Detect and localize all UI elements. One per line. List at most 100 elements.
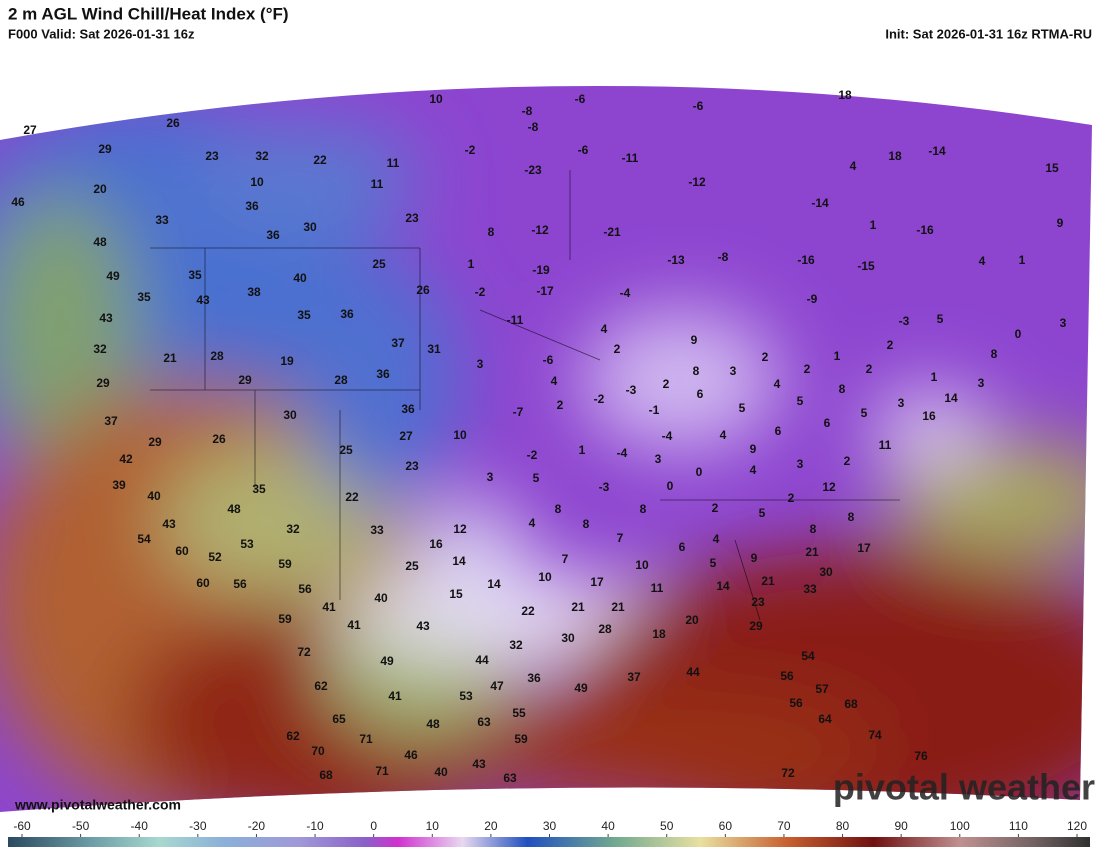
map-value-label: 25 [405, 559, 419, 573]
map-value-label: 47 [490, 679, 504, 693]
map-value-label: 18 [888, 149, 902, 163]
map-value-label: 56 [298, 582, 312, 596]
map-value-label: 26 [416, 283, 430, 297]
map-value-label: 55 [512, 706, 526, 720]
map-value-label: 22 [313, 153, 327, 167]
map-value-label: 40 [293, 271, 307, 285]
map-value-label: 72 [297, 645, 311, 659]
map-value-label: -6 [578, 143, 589, 157]
map-value-label: 12 [822, 480, 836, 494]
map-value-label: 23 [405, 211, 419, 225]
map-value-label: 18 [652, 627, 666, 641]
map-value-label: -8 [522, 104, 533, 118]
map-value-label: -2 [475, 285, 486, 299]
map-value-label: 71 [359, 732, 373, 746]
map-value-label: 60 [196, 576, 210, 590]
temperature-field [0, 85, 1092, 813]
colorbar-tick-label: 60 [719, 819, 733, 833]
map-value-label: 4 [720, 428, 727, 442]
map-value-label: 29 [148, 435, 162, 449]
map-value-label: 41 [322, 600, 336, 614]
map-value-label: 26 [166, 116, 180, 130]
map-value-label: 70 [311, 744, 325, 758]
map-value-label: 30 [561, 631, 575, 645]
map-value-label: 14 [487, 577, 501, 591]
colorbar-tick-label: 0 [370, 819, 377, 833]
map-value-label: 68 [844, 697, 858, 711]
map-value-label: 6 [697, 387, 704, 401]
map-value-label: 35 [252, 482, 266, 496]
map-value-label: 4 [713, 532, 720, 546]
map-value-label: 46 [11, 195, 25, 209]
map-value-label: -8 [528, 120, 539, 134]
map-value-label: 7 [617, 531, 624, 545]
map-value-label: 43 [472, 757, 486, 771]
map-value-label: 2 [844, 454, 851, 468]
map-value-label: 31 [427, 342, 441, 356]
map-value-label: 74 [868, 728, 882, 742]
map-value-label: 1 [834, 349, 841, 363]
map-value-label: 10 [250, 175, 264, 189]
map-value-label: 11 [651, 581, 664, 595]
map-value-label: 3 [978, 376, 985, 390]
map-value-label: 4 [750, 463, 757, 477]
map-value-label: -1 [649, 403, 660, 417]
map-value-label: 43 [196, 293, 210, 307]
map-value-label: 8 [555, 502, 562, 516]
map-value-label: 21 [611, 600, 625, 614]
map-value-label: 4 [551, 374, 558, 388]
map-value-label: 15 [1045, 161, 1059, 175]
map-value-label: 10 [429, 92, 443, 106]
map-value-label: 2 [887, 338, 894, 352]
map-value-label: 28 [210, 349, 224, 363]
map-value-label: 14 [944, 391, 958, 405]
map-value-label: 1 [1019, 253, 1026, 267]
map-value-label: 4 [601, 322, 608, 336]
map-value-label: 36 [340, 307, 354, 321]
map-value-label: 43 [99, 311, 113, 325]
map-value-label: 32 [509, 638, 523, 652]
map-value-label: 36 [376, 367, 390, 381]
map-value-label: 15 [449, 587, 463, 601]
map-value-label: 0 [667, 479, 674, 493]
map-value-label: -16 [797, 253, 815, 267]
map-value-label: -15 [857, 259, 875, 273]
map-value-label: -8 [718, 250, 729, 264]
map-value-label: 35 [137, 290, 151, 304]
map-value-label: -4 [662, 429, 673, 443]
map-value-label: 21 [571, 600, 585, 614]
map-value-label: 17 [857, 541, 871, 555]
map-value-label: 63 [503, 771, 517, 785]
map-value-label: 3 [898, 396, 905, 410]
map-value-label: 65 [332, 712, 346, 726]
colorbar-tick-label: 20 [484, 819, 498, 833]
map-value-label: 32 [255, 149, 269, 163]
map-value-label: -6 [693, 99, 704, 113]
map-value-label: 23 [405, 459, 419, 473]
map-value-label: 5 [797, 394, 804, 408]
map-value-label: 8 [848, 510, 855, 524]
map-value-label: 53 [240, 537, 254, 551]
map-value-label: 62 [314, 679, 328, 693]
colorbar-tick-label: 10 [426, 819, 440, 833]
map-value-label: -2 [465, 143, 476, 157]
map-value-label: 72 [781, 766, 795, 780]
colorbar-tick-label: 80 [836, 819, 850, 833]
map-value-label: 46 [404, 748, 418, 762]
colorbar-tick-label: 70 [777, 819, 791, 833]
map-value-label: 10 [538, 570, 552, 584]
map-value-label: 3 [1060, 316, 1067, 330]
map-value-label: 32 [286, 522, 300, 536]
map-value-label: 3 [487, 470, 494, 484]
map-value-label: 8 [839, 382, 846, 396]
map-value-label: 29 [96, 376, 110, 390]
map-value-label: 27 [399, 429, 413, 443]
map-value-label: 16 [922, 409, 936, 423]
map-value-label: 0 [1015, 327, 1022, 341]
map-value-label: -21 [603, 225, 621, 239]
colorbar-tick-label: 40 [601, 819, 615, 833]
map-value-label: 33 [370, 523, 384, 537]
colorbar-tick-label: 30 [543, 819, 557, 833]
title: 2 m AGL Wind Chill/Heat Index (°F) [8, 4, 289, 23]
